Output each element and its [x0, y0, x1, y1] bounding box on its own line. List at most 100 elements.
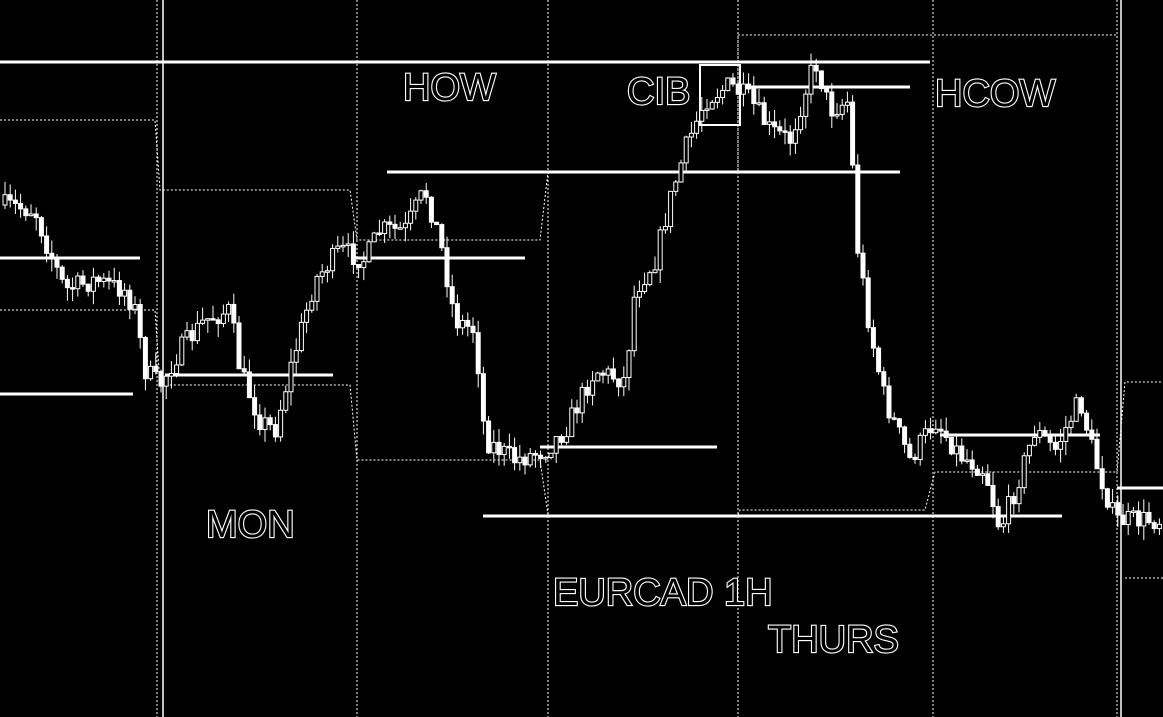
candle-part — [460, 319, 466, 329]
candle-part — [392, 223, 398, 229]
candle-part — [761, 102, 767, 125]
candle-part — [38, 217, 44, 237]
annotation: HCOW — [935, 73, 1055, 115]
candle-part — [1078, 397, 1084, 414]
candle-part — [1104, 488, 1110, 508]
candle-part — [111, 280, 117, 283]
candle-part — [636, 290, 642, 298]
candle-part — [1032, 436, 1038, 446]
candle-part — [694, 120, 700, 134]
candle-part — [236, 322, 242, 370]
candle-part — [896, 418, 902, 428]
candle-part — [434, 221, 440, 226]
candle-part — [350, 243, 356, 265]
candle-part — [912, 456, 918, 460]
candle-part — [512, 447, 518, 464]
candle-part — [122, 289, 128, 297]
candle-part — [491, 441, 497, 454]
annotation: MON — [206, 504, 295, 546]
candle-part — [106, 277, 112, 282]
candle-part — [714, 97, 720, 103]
candle-part — [231, 303, 237, 324]
candle-part — [548, 452, 554, 459]
candle-part — [850, 101, 856, 166]
candle-part — [720, 89, 726, 99]
candle-part — [1047, 435, 1053, 443]
candle-part — [813, 64, 819, 72]
candle-part — [402, 222, 408, 229]
candle-part — [891, 417, 897, 420]
candle-part — [319, 271, 325, 277]
candle-part — [1099, 468, 1105, 490]
candle-part — [990, 484, 996, 508]
candle-part — [600, 372, 606, 376]
candle-part — [1037, 430, 1043, 438]
candle-part — [506, 445, 512, 449]
candle-part — [532, 452, 538, 456]
candle-part — [283, 391, 289, 411]
candle-part — [148, 365, 154, 380]
candle-part — [631, 296, 637, 352]
candle-part — [101, 277, 107, 283]
candle-part — [28, 213, 34, 217]
candle-part — [954, 445, 960, 455]
candle-part — [226, 303, 232, 315]
candle-part — [49, 252, 55, 260]
candle-part — [886, 385, 892, 419]
candle-part — [64, 278, 70, 289]
candle-part — [522, 456, 528, 466]
candle-part — [579, 386, 585, 414]
candle-part — [96, 276, 102, 283]
range-lines — [0, 34, 1163, 579]
candle-part — [652, 269, 658, 274]
candle-part — [839, 104, 845, 116]
candle-part — [361, 261, 367, 269]
candle-part — [18, 202, 24, 210]
candle-part — [787, 131, 793, 144]
candle-part — [1052, 441, 1058, 450]
candle-part — [163, 375, 169, 387]
candle-part — [116, 280, 122, 297]
candle-part — [75, 275, 81, 290]
candle-part — [928, 428, 934, 434]
candle-part — [1006, 496, 1012, 525]
candle-part — [1058, 441, 1064, 450]
candle-part — [80, 275, 86, 285]
candle-part — [179, 336, 185, 366]
candle-part — [496, 441, 502, 456]
candle-part — [184, 330, 190, 338]
candle-part — [564, 436, 570, 443]
candle-part — [1063, 427, 1069, 443]
candle-part — [298, 321, 304, 352]
candles — [2, 53, 1162, 540]
candle-part — [1110, 502, 1116, 508]
candle-part — [688, 132, 694, 138]
candle-part — [174, 364, 180, 375]
candle-part — [33, 213, 39, 219]
candle-part — [844, 101, 850, 106]
candle-part — [969, 459, 975, 470]
candle-part — [803, 93, 809, 117]
candle-part — [158, 371, 164, 387]
candle-part — [345, 243, 351, 246]
candle-part — [439, 224, 445, 249]
candle-part — [501, 445, 507, 456]
candle-part — [922, 428, 928, 436]
candle-part — [189, 330, 195, 342]
candle-part — [200, 319, 206, 324]
candle-part — [44, 235, 50, 254]
candle-part — [127, 289, 133, 310]
candle-part — [288, 361, 294, 393]
candle-part — [23, 208, 29, 217]
candle-part — [397, 227, 403, 230]
candle-part — [1146, 511, 1152, 524]
candle-part — [215, 319, 221, 325]
annotation: HOW — [403, 67, 496, 109]
candle-part — [475, 332, 481, 375]
candle-part — [340, 244, 346, 248]
candle-part — [792, 129, 798, 144]
candle-part — [153, 365, 159, 373]
candle-part — [423, 190, 429, 198]
candle-part — [709, 101, 715, 110]
